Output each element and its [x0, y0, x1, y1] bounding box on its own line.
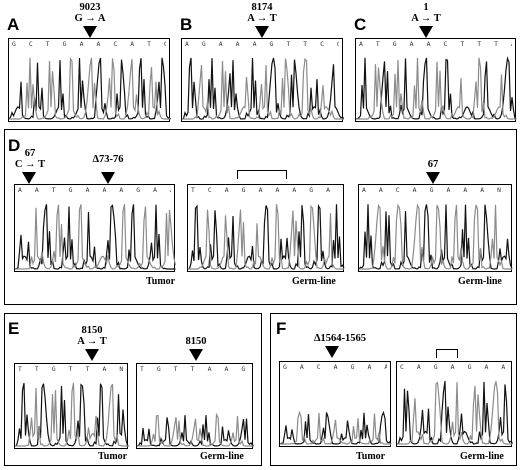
mutation-arrow-d3: [426, 172, 440, 184]
mutation-position-b: 8174: [251, 2, 273, 13]
panel-f-frame: [270, 313, 517, 466]
trace-line: [280, 410, 391, 445]
trace-line: [15, 382, 129, 447]
mutation-arrow-d1: [22, 172, 36, 184]
trace-a: [9, 56, 171, 120]
chromatogram-d-germline-2: A A C A G A A A N G A A A G A: [358, 184, 513, 272]
panel-letter-f: F: [276, 319, 287, 338]
trace-line: [182, 57, 344, 120]
trace-line: [397, 381, 513, 445]
trace-line: [15, 382, 129, 447]
trace-line: [280, 410, 392, 445]
sequence-a: G C T G A A C A T G T C T T A: [12, 40, 166, 48]
trace-line: [137, 415, 254, 447]
panel-d-frame: [4, 129, 517, 305]
mutation-arrow-b: [255, 26, 269, 38]
sequence-b: A G A A A G T T C G C T T T T: [185, 40, 339, 48]
trace-line: [188, 204, 344, 270]
chromatogram-f-tumor: G A C A G A A T T C T: [279, 361, 392, 447]
chromatogram-f-germline: C A G A G A A T T C T: [396, 361, 513, 447]
mutation-change-e1: A → T: [77, 336, 107, 347]
deletion-bracket-f: [436, 349, 458, 358]
deletion-arrow-f: [325, 346, 339, 358]
trace-line: [397, 381, 513, 445]
label-f-tumor: Tumor: [356, 451, 386, 462]
mutation-change-b: A → T: [247, 13, 277, 24]
mutation-arrow-c: [419, 26, 433, 38]
deletion-label-d: Δ73-76: [92, 154, 124, 165]
trace-e-germline: [137, 412, 254, 447]
sequence-d-germline-2: A A C A G A A A N G A A A G A: [362, 186, 508, 194]
label-f-germline: Germ-line: [460, 451, 504, 462]
deletion-arrow-d: [101, 172, 115, 184]
mutation-change-a: G → A: [74, 13, 106, 24]
panel-e-frame: [4, 313, 262, 466]
trace-line: [356, 57, 517, 120]
chromatogram-a: G C T G A A C A T G T C T T A: [8, 38, 171, 122]
trace-d-germline-2: [359, 203, 513, 270]
sequence-d-germline-1: T C A G A A A G A A A G A A G T T: [191, 186, 340, 194]
trace-e-tumor: [15, 382, 129, 447]
sequence-e-germline: T G T T A A G G T G G: [140, 365, 249, 373]
trace-line: [182, 57, 344, 120]
sequence-d-tumor: A A T G A A A G A A G T T G: [18, 186, 171, 194]
panel-letter-a: A: [7, 15, 20, 34]
mutation-arrow-a: [83, 26, 97, 38]
mutation-arrow-e2: [189, 349, 203, 361]
trace-line: [15, 204, 176, 270]
mutation-position-e1: 8150: [81, 325, 103, 336]
trace-line: [137, 412, 254, 447]
mutation-position-d3: 67: [427, 159, 439, 170]
trace-d-tumor: [15, 204, 176, 270]
trace-f-tumor: [280, 410, 392, 445]
mutation-position-d1: 67: [24, 148, 36, 159]
sequence-c: A T G A A C T T T A G T G T C: [359, 40, 512, 48]
mutation-change-c: A → T: [411, 13, 441, 24]
trace-line: [356, 56, 517, 120]
mutation-change-d1: C → T: [14, 159, 46, 170]
panel-letter-e: E: [8, 319, 20, 338]
panel-letter-c: C: [354, 15, 367, 34]
sequence-e-tumor: T T G T T A N G G G G: [18, 365, 124, 373]
trace-f-germline: [397, 381, 513, 445]
mutation-arrow-e1: [85, 349, 99, 361]
mutation-position-e2: 8150: [185, 336, 207, 347]
sequence-f-tumor: G A C A G A A T T C T: [283, 363, 387, 371]
chromatogram-b: A G A A A G T T C G C T T T T: [181, 38, 344, 122]
trace-d-germline-1: [188, 203, 345, 270]
trace-line: [359, 203, 512, 270]
trace-line: [9, 56, 171, 120]
mutation-position-c: 1: [423, 2, 429, 13]
label-e-tumor: Tumor: [98, 451, 128, 462]
chromatogram-c: A T G A A C T T T A G T G T C: [355, 38, 517, 122]
label-d-germline-2: Germ-line: [458, 276, 502, 287]
mutation-position-a: 9023: [79, 2, 101, 13]
deletion-label-f: Δ1564-1565: [313, 333, 367, 344]
chromatogram-e-tumor: T T G T T A N G G G G: [14, 363, 129, 449]
trace-c: [356, 56, 517, 120]
trace-line: [188, 203, 345, 270]
label-d-tumor: Tumor: [146, 276, 176, 287]
label-d-germline-1: Germ-line: [292, 276, 336, 287]
chromatogram-e-germline: T G T T A A G G T G G: [136, 363, 254, 449]
label-e-germline: Germ-line: [200, 451, 244, 462]
deletion-bracket-d: [237, 170, 287, 179]
chromatogram-d-tumor: A A T G A A A G A A G T T G: [14, 184, 176, 272]
sequence-f-germline: C A G A G A A T T C T: [400, 363, 508, 371]
panel-letter-b: B: [180, 15, 193, 34]
panel-letter-d: D: [8, 136, 21, 155]
trace-b: [182, 57, 344, 120]
trace-line: [15, 204, 176, 270]
chromatogram-d-germline-1: T C A G A A A G A A A G A A G T T: [187, 184, 345, 272]
